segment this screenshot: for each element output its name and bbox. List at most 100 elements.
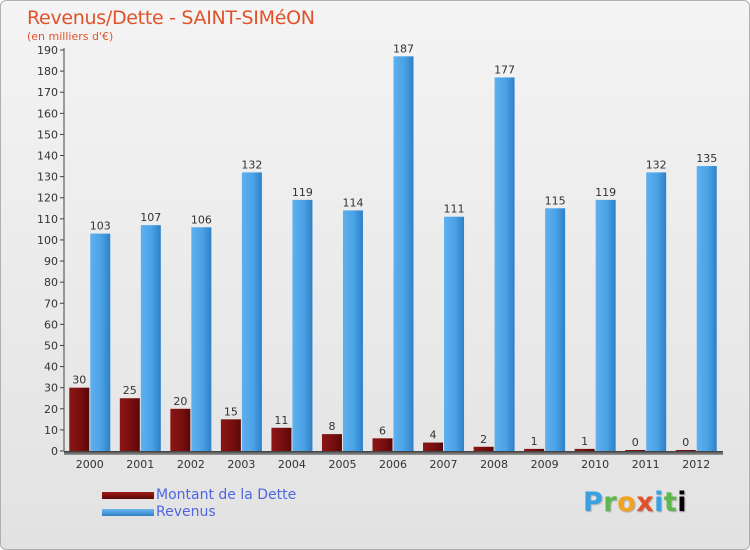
logo-letter: t	[663, 487, 678, 518]
data-label-revenus-2008: 177	[494, 63, 515, 76]
data-label-revenus-2004: 119	[292, 186, 313, 199]
data-label-dette-2001: 25	[123, 384, 137, 397]
data-label-revenus-2009: 115	[545, 194, 566, 207]
data-label-dette-2012: 0	[682, 436, 689, 449]
bar-revenus-2002	[191, 227, 212, 451]
logo-letter: i	[654, 487, 664, 518]
bar-revenus-2000	[90, 233, 111, 451]
bar-dette-2001	[119, 398, 140, 451]
y-tick-label: 160	[37, 107, 58, 120]
bar-dette-2011	[625, 450, 646, 451]
bar-revenus-2007	[444, 216, 465, 451]
x-tick-label: 2006	[379, 458, 407, 471]
data-label-dette-2006: 6	[379, 424, 386, 437]
y-tick-label: 190	[37, 44, 58, 57]
x-tick-label: 2000	[76, 458, 104, 471]
logo-letter: r	[603, 487, 618, 518]
bar-revenus-2011	[646, 172, 667, 451]
logo-letter: o	[617, 487, 637, 518]
bar-dette-2005	[321, 434, 342, 451]
data-label-dette-2003: 15	[224, 405, 238, 418]
bar-revenus-2012	[696, 166, 717, 451]
legend-label-dette: Montant de la Dette	[156, 487, 297, 503]
logo-letter: x	[636, 487, 655, 518]
data-label-revenus-2006: 187	[393, 42, 414, 55]
bar-dette-2008	[473, 446, 494, 451]
data-label-dette-2000: 30	[72, 374, 86, 387]
y-tick-label: 130	[37, 171, 58, 184]
x-tick-label: 2001	[126, 458, 154, 471]
proxiti-logo: Proxiti	[583, 487, 687, 518]
bar-dette-2000	[69, 387, 90, 451]
y-tick-label: 10	[44, 424, 58, 437]
x-axis-floor	[64, 451, 723, 455]
x-tick-label: 2009	[531, 458, 559, 471]
x-tick-label: 2008	[480, 458, 508, 471]
bar-revenus-2005	[342, 210, 363, 451]
x-tick-label: 2007	[430, 458, 458, 471]
data-label-dette-2010: 1	[581, 435, 588, 448]
legend-swatch-revenus	[102, 509, 154, 516]
data-label-dette-2008: 2	[480, 433, 487, 446]
data-label-dette-2007: 4	[430, 429, 437, 442]
bar-dette-2010	[574, 448, 595, 451]
y-tick-label: 80	[44, 276, 58, 289]
y-tick-label: 150	[37, 128, 58, 141]
data-label-revenus-2000: 103	[90, 220, 111, 233]
y-tick-label: 50	[44, 339, 58, 352]
y-tick-label: 30	[44, 382, 58, 395]
bar-dette-2004	[271, 427, 292, 451]
legend-swatch-dette	[102, 492, 154, 499]
chart-title: Revenus/Dette - SAINT-SIMéON	[27, 7, 315, 29]
x-tick-label: 2002	[177, 458, 205, 471]
data-label-dette-2009: 1	[531, 435, 538, 448]
bar-dette-2006	[372, 438, 393, 451]
y-tick-label: 110	[37, 213, 58, 226]
x-tick-label: 2004	[278, 458, 306, 471]
y-tick-label: 100	[37, 234, 58, 247]
y-tick-label: 170	[37, 86, 58, 99]
bar-revenus-2008	[494, 77, 515, 452]
y-tick-label: 0	[51, 445, 58, 458]
bar-dette-2002	[170, 408, 191, 451]
bar-revenus-2010	[595, 199, 616, 451]
data-label-revenus-2011: 132	[646, 158, 667, 171]
y-tick-label: 20	[44, 403, 58, 416]
bar-dette-2012	[675, 450, 696, 451]
bar-revenus-2004	[292, 199, 313, 451]
y-tick-label: 140	[37, 150, 58, 163]
y-tick-label: 180	[37, 65, 58, 78]
data-label-revenus-2012: 135	[696, 152, 717, 165]
bar-revenus-2009	[545, 208, 566, 451]
data-label-revenus-2003: 132	[241, 158, 262, 171]
bar-dette-2009	[524, 448, 545, 451]
chart-subtitle: (en milliers d'€)	[27, 30, 114, 43]
x-tick-label: 2005	[328, 458, 356, 471]
data-label-revenus-2010: 119	[595, 186, 616, 199]
logo-letter: P	[583, 487, 604, 518]
y-tick-label: 120	[37, 192, 58, 205]
data-label-revenus-2007: 111	[444, 203, 465, 216]
y-tick-label: 40	[44, 361, 58, 374]
data-label-revenus-2002: 106	[191, 213, 212, 226]
logo-letter: i	[677, 487, 688, 518]
data-label-revenus-2001: 107	[140, 211, 161, 224]
x-tick-label: 2012	[682, 458, 710, 471]
x-tick-label: 2003	[227, 458, 255, 471]
bar-revenus-2003	[241, 172, 262, 451]
bar-dette-2003	[220, 419, 241, 451]
y-tick-label: 60	[44, 318, 58, 331]
data-label-dette-2002: 20	[173, 395, 187, 408]
legend-label-revenus: Revenus	[156, 504, 216, 520]
data-label-dette-2004: 11	[274, 414, 288, 427]
bar-dette-2007	[423, 442, 444, 451]
y-tick-label: 90	[44, 255, 58, 268]
data-label-dette-2011: 0	[632, 436, 639, 449]
data-label-dette-2005: 8	[328, 420, 335, 433]
data-label-revenus-2005: 114	[342, 196, 363, 209]
bar-revenus-2006	[393, 56, 414, 452]
bar-revenus-2001	[140, 225, 161, 451]
x-tick-label: 2010	[581, 458, 609, 471]
